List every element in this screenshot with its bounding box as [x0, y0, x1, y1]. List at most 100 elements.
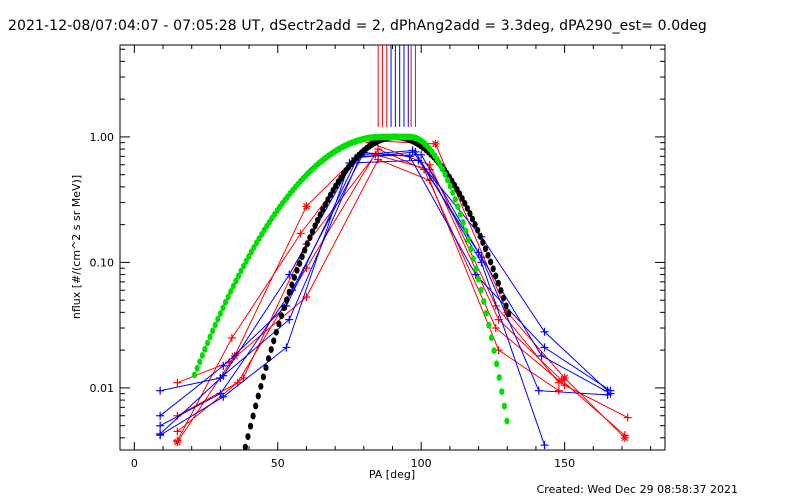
x-tick-label: 50 — [271, 457, 285, 470]
fit-black-point — [500, 294, 507, 302]
fit-green-point — [504, 417, 510, 425]
fit-green-point — [204, 339, 211, 347]
fit-black-point — [488, 258, 494, 266]
y-axis-label: nflux [#/(cm^2 s sr MeV)] — [70, 175, 83, 319]
fit-black-point — [281, 304, 287, 312]
fit-green-point — [455, 203, 461, 211]
x-tick-label: 0 — [131, 457, 138, 470]
fit-black-point — [485, 251, 491, 259]
data-point-0 — [432, 140, 439, 148]
fit-black-point — [322, 201, 328, 208]
fit-green-point — [447, 182, 453, 190]
fit-black-point — [294, 266, 300, 274]
fit-green-point — [444, 176, 451, 184]
fit-black-point — [477, 232, 483, 240]
fit-green-point — [457, 210, 464, 218]
fit-black-point — [268, 346, 274, 353]
plot-frame — [119, 44, 666, 451]
fit-black-point — [289, 281, 295, 289]
fit-green-point — [465, 236, 471, 244]
fit-black-point — [250, 412, 256, 420]
x-tick-label: 150 — [554, 457, 575, 470]
fit-green-point — [241, 262, 247, 270]
fit-green-point — [501, 402, 507, 410]
fit-black-point — [457, 190, 463, 198]
fit-black-point — [490, 265, 496, 273]
fit-black-point — [265, 355, 272, 362]
series-line-1 — [177, 154, 626, 436]
fit-black-point — [482, 245, 489, 253]
fit-black-point — [469, 215, 476, 223]
fit-black-point — [278, 312, 285, 320]
fit-black-point — [242, 443, 248, 450]
fit-black-point — [284, 296, 290, 304]
fit-black-point — [464, 204, 470, 212]
fit-green-point — [194, 364, 200, 372]
fit-green-point — [450, 189, 456, 196]
data-point-0 — [231, 352, 239, 360]
fit-black-point — [273, 328, 279, 336]
series-line-6 — [159, 154, 611, 417]
fit-green-point — [191, 371, 198, 379]
fit-black-point — [503, 302, 509, 310]
fit-green-point — [470, 255, 476, 263]
fit-black-point — [506, 310, 512, 318]
fit-black-point — [304, 240, 310, 248]
fit-black-point — [480, 239, 486, 246]
series-line-0 — [176, 140, 626, 443]
fit-green-point — [243, 257, 249, 265]
fit-green-point — [222, 298, 229, 306]
fit-black-point — [286, 288, 292, 296]
fit-black-point — [276, 320, 282, 328]
x-tick-label: 100 — [411, 457, 432, 470]
fit-black-point — [271, 337, 277, 345]
fit-black-point — [320, 206, 326, 213]
fit-black-point — [462, 199, 468, 207]
fit-black-point — [291, 274, 297, 281]
data-point-0 — [303, 202, 310, 210]
series-line-5 — [159, 159, 608, 436]
y-tick-label: 1.00 — [90, 131, 115, 144]
fit-black-point — [325, 196, 331, 203]
fit-green-point — [228, 288, 234, 295]
fit-green-point — [483, 309, 489, 317]
fit-green-point — [217, 310, 223, 317]
fit-black-point — [255, 392, 261, 400]
series-line-2 — [177, 148, 628, 419]
fit-black-point — [302, 246, 308, 254]
x-axis-label: PA [deg] — [369, 468, 415, 481]
fit-black-point — [245, 433, 251, 440]
series-line-9 — [159, 151, 545, 446]
fit-curves — [191, 133, 512, 450]
fit-green-point — [225, 293, 231, 301]
fit-green-point — [437, 160, 443, 168]
y-tick-label: 0.01 — [90, 382, 115, 395]
fit-black-point — [258, 383, 264, 390]
chart-title: 2021-12-08/07:04:07 - 07:05:28 UT, dSect… — [8, 18, 707, 34]
pa-marker-lines — [377, 45, 416, 127]
axes: 0 50 100 150 0.01 0.10 1.00 — [90, 45, 665, 470]
fit-green-point — [199, 352, 205, 359]
fit-green-point — [494, 360, 500, 368]
fit-green-point — [491, 347, 497, 354]
fit-green-point — [488, 334, 495, 342]
fit-green-point — [460, 219, 466, 226]
fit-black-point — [247, 422, 254, 430]
fit-green-point — [473, 265, 479, 273]
fit-black-point — [459, 195, 465, 202]
fit-green-point — [220, 304, 226, 312]
fit-black-point — [260, 373, 267, 381]
fit-green-point — [442, 170, 448, 178]
series-line-7 — [160, 149, 608, 396]
fit-green-point — [478, 286, 484, 294]
data-series — [156, 136, 632, 450]
fit-green-point — [475, 275, 482, 283]
fit-black-point — [495, 279, 501, 287]
fit-black-point — [263, 364, 269, 372]
fit-green-point — [486, 321, 492, 329]
fit-green-point — [468, 245, 474, 253]
fit-green-point — [212, 321, 218, 329]
fit-black-point — [253, 402, 259, 410]
fit-green-point — [499, 388, 505, 395]
